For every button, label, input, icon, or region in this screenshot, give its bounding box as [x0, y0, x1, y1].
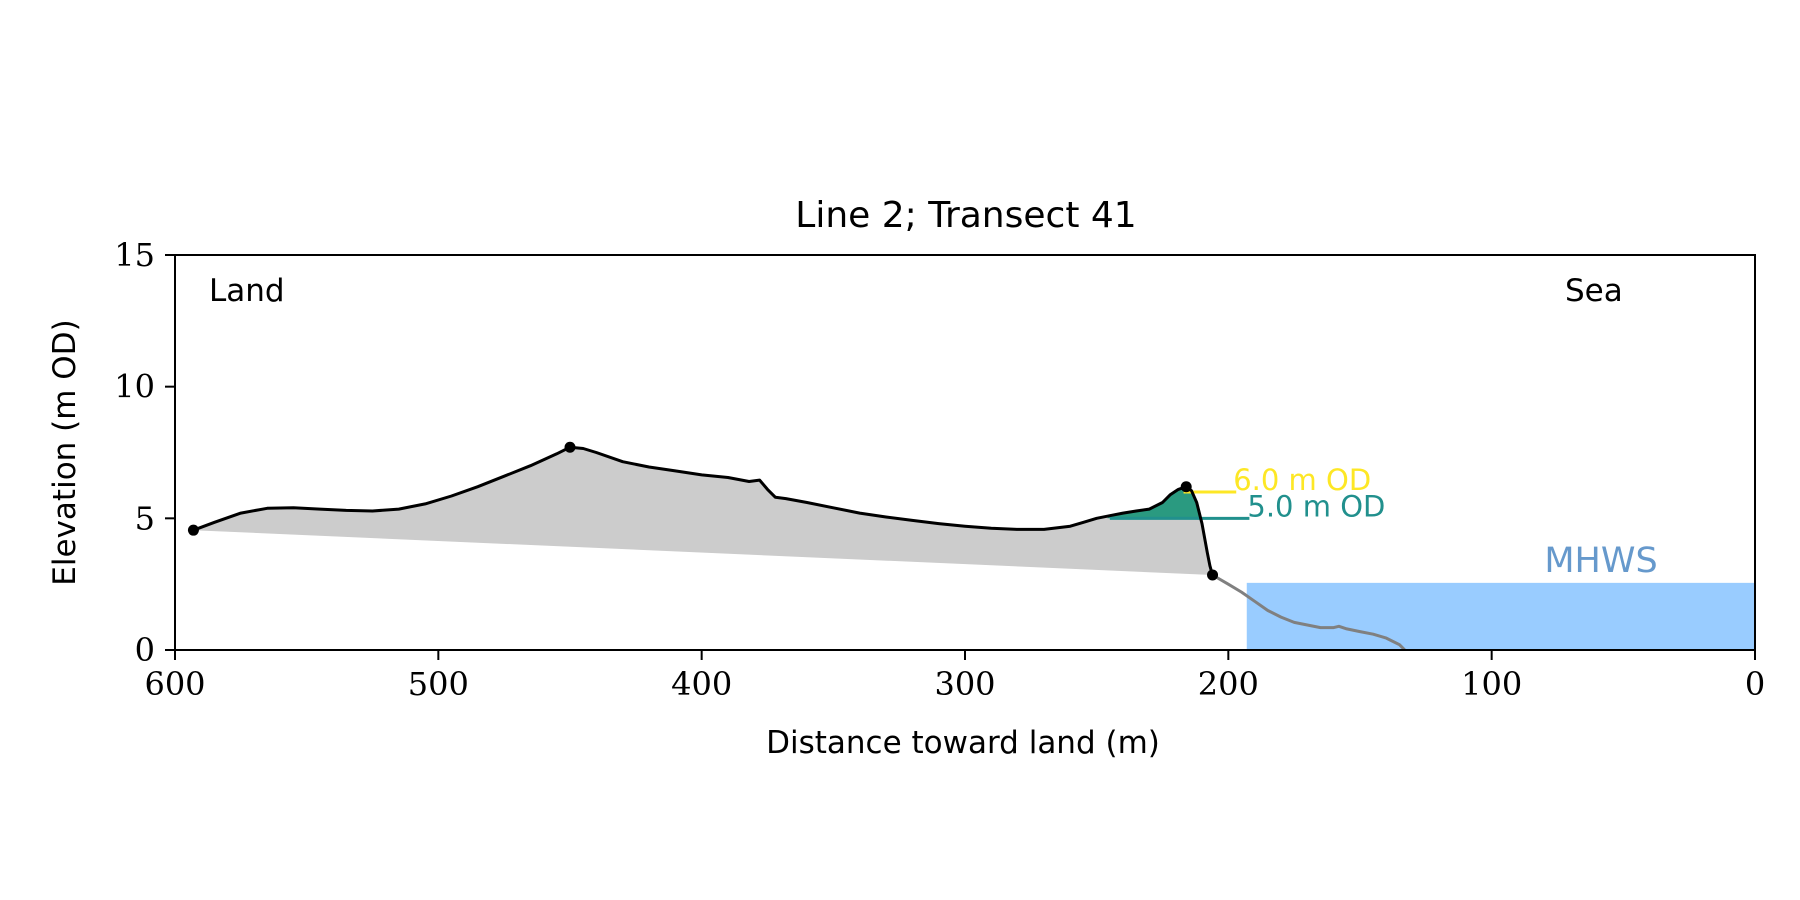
x-tick-label: 600 [144, 665, 205, 703]
key-point-2 [1180, 481, 1192, 493]
y-tick-label: 15 [114, 236, 155, 274]
key-point-3 [1207, 569, 1219, 581]
y-tick-label: 5 [135, 499, 155, 537]
seaward-profile-line [1211, 573, 1406, 652]
level-label-6m: 6.0 m OD [1233, 463, 1371, 497]
volume-above-5m-fill [1107, 486, 1213, 519]
x-tick-label: 100 [1461, 665, 1522, 703]
y-axis-ticks: 0 5 10 15 [114, 236, 175, 669]
plot-area [187, 441, 1755, 652]
chart-title: Line 2; Transect 41 [795, 195, 1136, 236]
y-axis-label: Elevation (m OD) [47, 319, 83, 585]
key-points [187, 441, 1219, 581]
mhws-sea-fill [1246, 582, 1755, 650]
mhws-label: MHWS [1544, 541, 1657, 581]
land-label: Land [209, 273, 285, 309]
x-tick-label: 200 [1198, 665, 1259, 703]
x-tick-label: 500 [408, 665, 469, 703]
x-tick-label: 300 [934, 665, 995, 703]
y-tick-label: 0 [135, 631, 155, 669]
sea-label: Sea [1565, 273, 1623, 309]
x-tick-label: 0 [1745, 665, 1765, 703]
terrain-fill [193, 447, 1213, 575]
key-point-1 [564, 441, 576, 453]
level-label-5m: 5.0 m OD [1247, 489, 1385, 523]
x-axis-ticks: 600 500 400 300 200 100 0 [144, 650, 1765, 703]
profile-line [192, 445, 1214, 576]
x-tick-label: 400 [671, 665, 732, 703]
key-point-0 [187, 524, 199, 536]
x-axis-label: Distance toward land (m) [766, 725, 1160, 761]
y-tick-label: 10 [114, 368, 155, 406]
